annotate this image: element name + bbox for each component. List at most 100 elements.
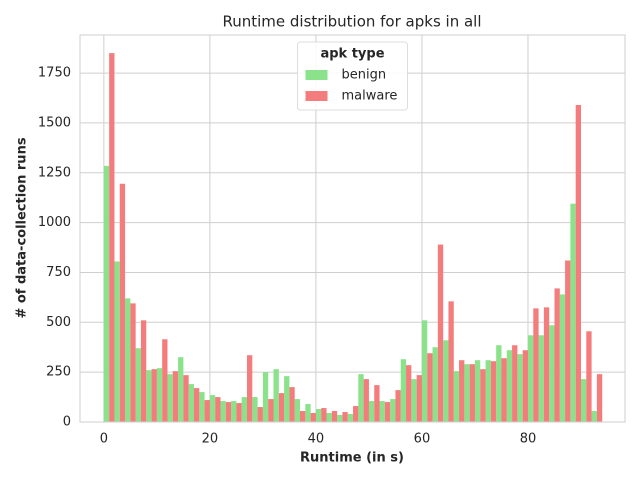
bar [114, 261, 120, 422]
bar [448, 301, 454, 422]
bar [517, 354, 523, 422]
bar [278, 393, 285, 422]
bar [368, 401, 375, 422]
bar [485, 360, 491, 422]
bar [432, 347, 438, 422]
bar [178, 357, 184, 422]
bar [135, 348, 141, 422]
bar [480, 369, 486, 422]
bar [575, 104, 581, 422]
bar [591, 411, 597, 422]
bar [241, 397, 247, 422]
bar [315, 409, 322, 422]
bar [130, 303, 136, 422]
bar [257, 407, 263, 422]
bar [533, 308, 539, 422]
bar [469, 364, 475, 422]
x-tick-label: 80 [520, 432, 537, 447]
bar [162, 339, 168, 422]
bar [183, 375, 189, 422]
bar [543, 307, 550, 422]
bar [549, 325, 555, 422]
bar [437, 244, 444, 422]
legend-label: benign [342, 68, 387, 83]
bar [565, 260, 571, 422]
bar [204, 400, 210, 422]
x-tick-label: 20 [202, 432, 219, 447]
bar [459, 360, 465, 422]
bar [490, 361, 497, 422]
legend-swatch [305, 70, 328, 80]
bar [464, 364, 470, 422]
bar [416, 375, 422, 422]
bar [538, 335, 544, 422]
y-tick-label: 1250 [38, 165, 71, 180]
bar [225, 402, 232, 422]
bar [220, 401, 226, 422]
bar [501, 358, 507, 422]
y-tick-label: 750 [46, 265, 71, 280]
bar [119, 183, 126, 422]
bar [363, 379, 369, 422]
bar [374, 385, 380, 422]
bar [384, 402, 391, 422]
bar [289, 387, 295, 422]
bar [400, 359, 407, 422]
y-tick-label: 0 [63, 415, 71, 430]
bar [554, 288, 560, 422]
bar [347, 414, 354, 422]
bar [522, 350, 528, 422]
x-tick-label: 0 [100, 432, 108, 447]
legend-swatch [305, 91, 328, 101]
bar [453, 371, 460, 422]
bar [342, 412, 348, 422]
bar [358, 374, 364, 422]
bar [559, 294, 566, 422]
bar [310, 413, 316, 422]
y-tick-label: 1750 [38, 66, 71, 81]
bar [474, 360, 481, 422]
bar [580, 379, 587, 422]
bar [231, 401, 237, 422]
bar [188, 384, 194, 422]
bar [411, 379, 417, 422]
bar [300, 411, 306, 422]
bar [427, 353, 433, 422]
bar [284, 376, 290, 422]
bar [496, 345, 502, 422]
x-tick-label: 40 [308, 432, 325, 447]
bar [390, 399, 396, 422]
bar [353, 406, 359, 422]
legend-title: apk type [320, 47, 384, 62]
chart-title: Runtime distribution for apks in all [222, 13, 481, 31]
bar [570, 203, 576, 422]
bar [103, 165, 110, 422]
x-axis-label: Runtime (in s) [300, 451, 404, 466]
bar [326, 413, 332, 422]
bar [512, 345, 518, 422]
bar [596, 374, 603, 422]
bar [140, 320, 147, 422]
bar [215, 397, 221, 422]
bar [236, 403, 242, 422]
bar [156, 368, 163, 422]
bar [209, 395, 216, 422]
bar [199, 392, 205, 422]
bar [421, 320, 428, 422]
bar [146, 370, 152, 422]
bar [294, 399, 301, 422]
bar [246, 355, 253, 422]
bar [193, 388, 200, 422]
bar [167, 374, 173, 422]
legend: apk type benign malware [297, 41, 408, 111]
bar [395, 390, 401, 422]
bar [586, 331, 592, 422]
bar [331, 411, 338, 422]
bar [305, 404, 311, 422]
bar [252, 397, 258, 422]
x-tick-label: 60 [414, 432, 431, 447]
y-tick-label: 1500 [38, 115, 71, 130]
y-tick-label: 250 [46, 365, 71, 380]
bar [273, 369, 279, 422]
